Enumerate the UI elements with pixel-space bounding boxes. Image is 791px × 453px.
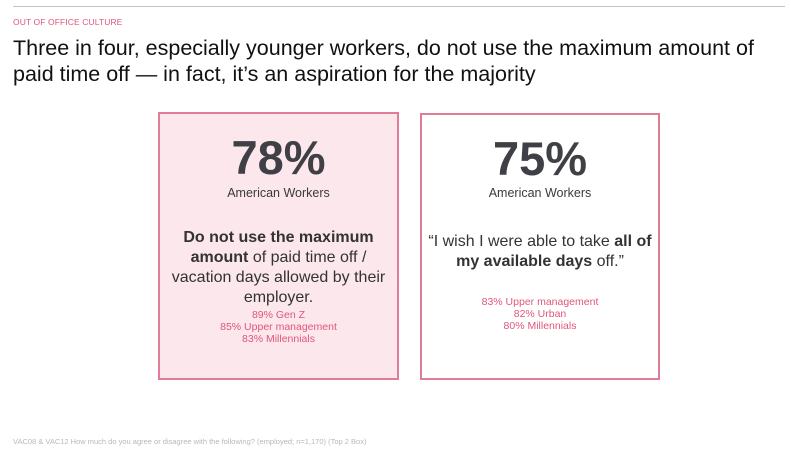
stat-card-wish-all-days: 75% American Workers “I wish I were able… [420, 113, 660, 380]
stat-card-max-pto: 78% American Workers Do not use the maxi… [158, 112, 399, 380]
breakdown-item: 83% Upper management [481, 296, 599, 308]
page-title: Three in four, especially younger worker… [13, 36, 754, 86]
breakdown-item: 89% Gen Z [251, 309, 306, 321]
stat-statement: Do not use the maximum amount of paid ti… [164, 228, 393, 308]
statement-text: of paid time off / vacation days allowed… [171, 249, 386, 306]
stat-value: 75% [492, 132, 588, 185]
quote-emphasis: all of my available days [456, 233, 652, 270]
breakdown-item: 82% Urban [513, 308, 567, 320]
statement-emphasis: Do not use the maximum amount [183, 229, 374, 266]
stat-quote: “I wish I were able to take all of my av… [416, 232, 664, 272]
section-label: OUT OF OFFICE CULTURE [13, 17, 123, 27]
breakdown-item: 85% Upper management [220, 321, 337, 333]
top-divider [13, 6, 785, 7]
source-footnote: VAC08 & VAC12 How much do you agree or d… [13, 437, 367, 446]
demographic-breakdown: 83% Upper management 82% Urban 80% Mille… [422, 296, 658, 332]
quote-text: “I wish I were able to take [428, 233, 615, 250]
quote-text-end: off.” [592, 253, 624, 270]
stat-label: American Workers [488, 186, 592, 200]
demographic-breakdown: 89% Gen Z 85% Upper management 83% Mille… [160, 309, 397, 345]
stat-label: American Workers [227, 186, 330, 200]
breakdown-item: 83% Millennials [242, 333, 315, 345]
stat-value: 78% [231, 131, 326, 184]
breakdown-item: 80% Millennials [503, 320, 577, 332]
